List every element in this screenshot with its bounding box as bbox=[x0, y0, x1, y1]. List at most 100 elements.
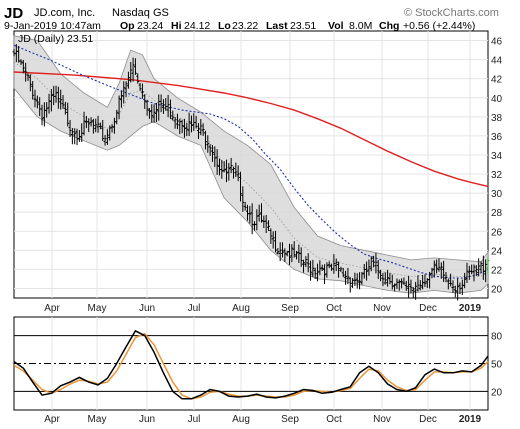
ohlc-bar bbox=[271, 231, 275, 249]
ohlc-bar bbox=[430, 267, 434, 279]
ohlc-bar bbox=[453, 285, 457, 298]
ohlc-bar bbox=[369, 256, 373, 272]
ohlc-bar bbox=[26, 73, 30, 81]
ohlc-bar bbox=[203, 130, 207, 150]
ohlc-bar bbox=[210, 145, 214, 162]
ohlc-bar bbox=[24, 62, 28, 82]
ohlc-bar bbox=[428, 271, 432, 289]
date-label: Nov bbox=[373, 303, 391, 314]
ohlc-bar bbox=[360, 272, 364, 285]
ohlc-bar bbox=[110, 124, 114, 133]
ohlc-bar bbox=[302, 259, 306, 273]
ohlc-bar bbox=[201, 123, 205, 136]
ohlc-bar bbox=[182, 118, 186, 138]
ohlc-bar bbox=[180, 119, 184, 134]
high-value: 24.12 bbox=[184, 20, 210, 32]
ohlc-bar bbox=[288, 243, 292, 265]
date-label: Jul bbox=[188, 303, 201, 314]
ohlc-bar bbox=[295, 250, 299, 260]
oscillator-axis-labels: 20 50 80 bbox=[491, 332, 503, 399]
ohlc-bar bbox=[484, 259, 488, 283]
ohlc-bar bbox=[96, 115, 100, 133]
ohlc-bar bbox=[327, 261, 331, 269]
ohlc-bar bbox=[185, 122, 189, 137]
exchange-name: Nasdaq GS bbox=[112, 7, 169, 19]
price-axis-label: 32 bbox=[491, 170, 503, 181]
ohlc-bar bbox=[173, 117, 177, 129]
ohlc-bar bbox=[241, 186, 245, 212]
ohlc-bar bbox=[358, 272, 362, 290]
ohlc-bar bbox=[208, 144, 212, 156]
ohlc-bar bbox=[444, 271, 448, 283]
price-axis-label: 38 bbox=[491, 113, 503, 124]
ohlc-bar bbox=[143, 94, 147, 109]
high-label: Hi bbox=[171, 20, 182, 32]
volume-label: Vol bbox=[328, 20, 344, 32]
ohlc-bar bbox=[154, 102, 158, 122]
ohlc-bar bbox=[449, 273, 453, 287]
ohlc-bar bbox=[264, 214, 268, 234]
ohlc-bar bbox=[126, 71, 130, 89]
ohlc-bar bbox=[138, 82, 142, 91]
ohlc-bar bbox=[91, 118, 95, 134]
ohlc-bar bbox=[108, 125, 112, 141]
date-label: Oct bbox=[326, 414, 342, 425]
ohlc-bar bbox=[423, 274, 427, 288]
date-label: Sep bbox=[281, 414, 299, 425]
ohlc-bar bbox=[472, 264, 476, 282]
ohlc-bar bbox=[439, 262, 443, 279]
ohlc-bar bbox=[446, 278, 450, 290]
ohlc-bar bbox=[409, 279, 413, 294]
ohlc-bar bbox=[59, 89, 63, 110]
ohlc-bar bbox=[365, 261, 369, 281]
ohlc-bar bbox=[35, 95, 39, 109]
price-bars bbox=[12, 44, 490, 301]
date-label: Sep bbox=[281, 303, 299, 314]
ohlc-bar bbox=[276, 248, 280, 255]
price-axis-label: 30 bbox=[491, 189, 503, 200]
ohlc-bar bbox=[77, 130, 81, 142]
ohlc-bar bbox=[274, 230, 278, 253]
ohlc-bar bbox=[381, 272, 385, 287]
ohlc-bar bbox=[281, 242, 285, 258]
ohlc-bar bbox=[402, 277, 406, 285]
price-axis-label: 24 bbox=[491, 246, 503, 257]
price-axis-label: 40 bbox=[491, 94, 503, 105]
ohlc-bar bbox=[367, 259, 371, 276]
price-axis-label: 36 bbox=[491, 132, 503, 143]
date-label: Jun bbox=[139, 303, 155, 314]
ohlc-bar bbox=[117, 95, 121, 120]
ohlc-bar bbox=[323, 264, 327, 285]
price-axis-label: 46 bbox=[491, 37, 503, 48]
ohlc-bar bbox=[47, 93, 51, 114]
open-label: Op bbox=[120, 20, 135, 32]
ohlc-bar bbox=[285, 250, 289, 257]
ohlc-bar bbox=[63, 101, 67, 115]
ohlc-bar bbox=[376, 259, 380, 279]
date-label: Aug bbox=[232, 414, 250, 425]
ohlc-bar bbox=[56, 86, 60, 109]
ohlc-bar bbox=[231, 166, 235, 179]
ohlc-bar bbox=[379, 269, 383, 282]
ohlc-bar bbox=[320, 264, 324, 271]
oscillator-axis-label: 80 bbox=[491, 332, 503, 343]
ohlc-bar bbox=[297, 244, 301, 263]
ohlc-bar bbox=[161, 99, 165, 114]
ohlc-bar bbox=[400, 278, 404, 289]
date-label: May bbox=[88, 414, 107, 425]
ma200-line bbox=[13, 71, 489, 188]
ohlc-bar bbox=[103, 134, 107, 146]
ohlc-bar bbox=[374, 252, 378, 274]
ohlc-bar bbox=[416, 275, 420, 292]
ohlc-bar bbox=[98, 122, 102, 130]
ohlc-bar bbox=[411, 287, 415, 299]
date-label: Dec bbox=[419, 303, 437, 314]
ohlc-bar bbox=[234, 162, 238, 178]
date-label: Jun bbox=[139, 414, 155, 425]
ohlc-bar bbox=[133, 58, 137, 75]
ohlc-bar bbox=[150, 104, 154, 123]
date-label: Aug bbox=[232, 303, 250, 314]
ohlc-bar bbox=[187, 112, 191, 137]
ohlc-bar bbox=[404, 280, 408, 291]
ohlc-bar bbox=[306, 253, 310, 273]
